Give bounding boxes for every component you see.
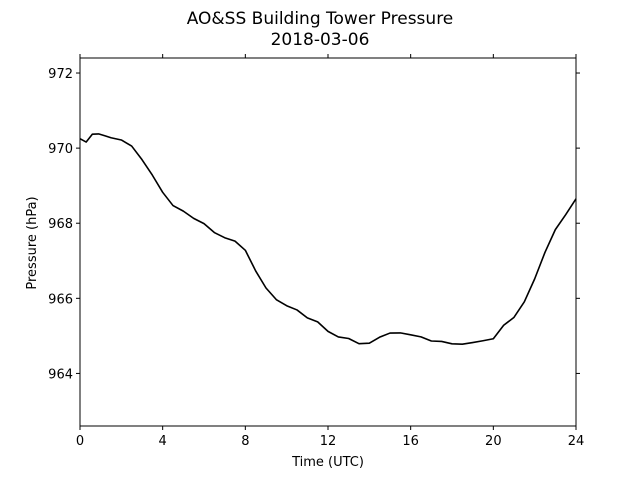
x-tick-label: 20: [485, 434, 502, 449]
plot-area: 0 4 8 12 16 20 24 964 966 968 970 972: [48, 54, 584, 449]
x-tick-label: 4: [159, 434, 167, 449]
x-tick-label: 16: [402, 434, 419, 449]
series-line-0: [79, 133, 577, 345]
y-tick-label: 966: [48, 292, 73, 307]
chart-subtitle: 2018-03-06: [271, 30, 370, 50]
y-tick-label: 970: [48, 142, 73, 157]
x-tick-label: 12: [320, 434, 337, 449]
x-tick-label: 8: [241, 434, 249, 449]
y-axis-label: Pressure (hPa): [25, 196, 40, 289]
y-tick-label: 972: [48, 67, 73, 82]
y-tick-label: 964: [48, 367, 73, 382]
chart-title: AO&SS Building Tower Pressure: [187, 9, 454, 29]
plot-frame: [79, 57, 577, 427]
x-tick-label: 24: [568, 434, 585, 449]
x-axis-label: Time (UTC): [291, 455, 364, 470]
y-tick-label: 968: [48, 217, 73, 232]
x-tick-label: 0: [76, 434, 84, 449]
